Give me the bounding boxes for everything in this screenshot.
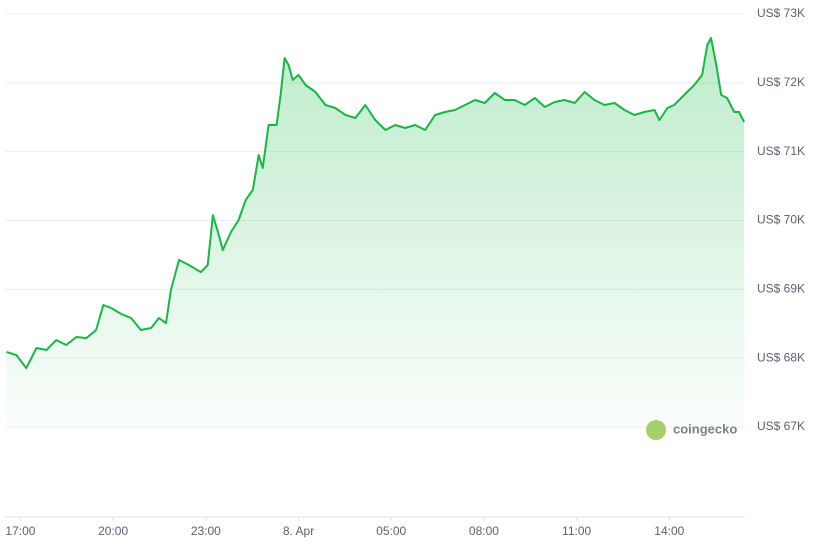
x-tick-label: 20:00: [98, 524, 128, 538]
y-tick-label: US$ 73K: [757, 6, 805, 20]
x-tick-label: 17:00: [5, 524, 35, 538]
x-tick-label: 08:00: [469, 524, 499, 538]
y-tick-label: US$ 70K: [757, 213, 805, 227]
x-tick-label: 05:00: [376, 524, 406, 538]
area: [6, 38, 745, 427]
x-tick-label: 14:00: [654, 524, 684, 538]
watermark-text: coingecko: [673, 421, 737, 436]
y-tick-label: US$ 68K: [757, 350, 805, 364]
price-line: [6, 37, 745, 370]
y-tick-label: US$ 67K: [757, 419, 805, 433]
y-tick-label: US$ 69K: [757, 282, 805, 296]
y-tick-label: US$ 71K: [757, 144, 805, 158]
y-tick-label: US$ 72K: [757, 75, 805, 89]
x-tick-label: 11:00: [562, 524, 591, 538]
x-tick-label: 8. Apr: [283, 524, 314, 538]
watermark: coingecko: [646, 420, 737, 440]
watermark-logo: [646, 420, 666, 440]
x-tick-label: 23:00: [191, 524, 221, 538]
